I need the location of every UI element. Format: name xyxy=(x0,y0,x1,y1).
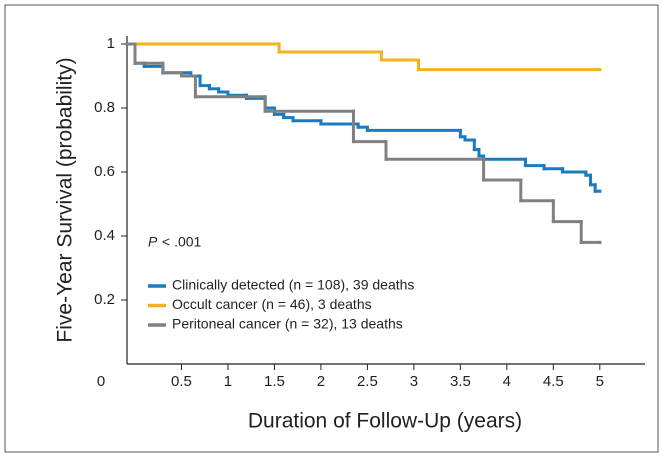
x-tick-label: 5 xyxy=(596,373,604,390)
legend-label: Clinically detected (n = 108), 39 deaths xyxy=(172,277,414,293)
x-tick-label: 3 xyxy=(410,373,418,390)
x-tick-label: 3.5 xyxy=(450,373,471,390)
x-axis-title: Duration of Follow-Up (years) xyxy=(248,410,522,433)
y-tick-label: 0.8 xyxy=(94,99,115,116)
y-tick-label: 0 xyxy=(97,373,105,390)
x-tick-label: 4.5 xyxy=(543,373,564,390)
x-tick-label: 0.5 xyxy=(171,373,192,390)
legend-label: Occult cancer (n = 46), 3 deaths xyxy=(172,296,372,312)
x-tick-label: 2.5 xyxy=(357,373,378,390)
x-tick-label: 1.5 xyxy=(264,373,285,390)
y-axis-title: Five-Year Survival (probability) xyxy=(54,57,77,342)
x-tick-label: 2 xyxy=(317,373,325,390)
legend-label: Peritoneal cancer (n = 32), 13 deaths xyxy=(172,316,403,332)
frame xyxy=(4,4,659,453)
x-tick-label: 1 xyxy=(224,373,232,390)
y-tick-label: 0.2 xyxy=(94,291,115,308)
annotation-text: < .001 xyxy=(162,234,202,250)
y-tick-label: 1 xyxy=(107,35,115,52)
x-tick-label: 4 xyxy=(503,373,511,390)
annotation-variable: P xyxy=(148,234,158,250)
y-tick-label: 0.6 xyxy=(94,163,115,180)
y-tick-label: 0.4 xyxy=(94,227,115,244)
